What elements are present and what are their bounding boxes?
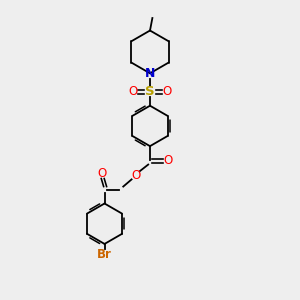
Text: O: O [128, 85, 137, 98]
Text: O: O [131, 169, 140, 182]
Text: Br: Br [97, 248, 112, 261]
Text: O: O [163, 85, 172, 98]
Text: N: N [145, 67, 155, 80]
Text: O: O [164, 154, 173, 167]
Text: O: O [98, 167, 107, 180]
Text: S: S [145, 85, 155, 98]
